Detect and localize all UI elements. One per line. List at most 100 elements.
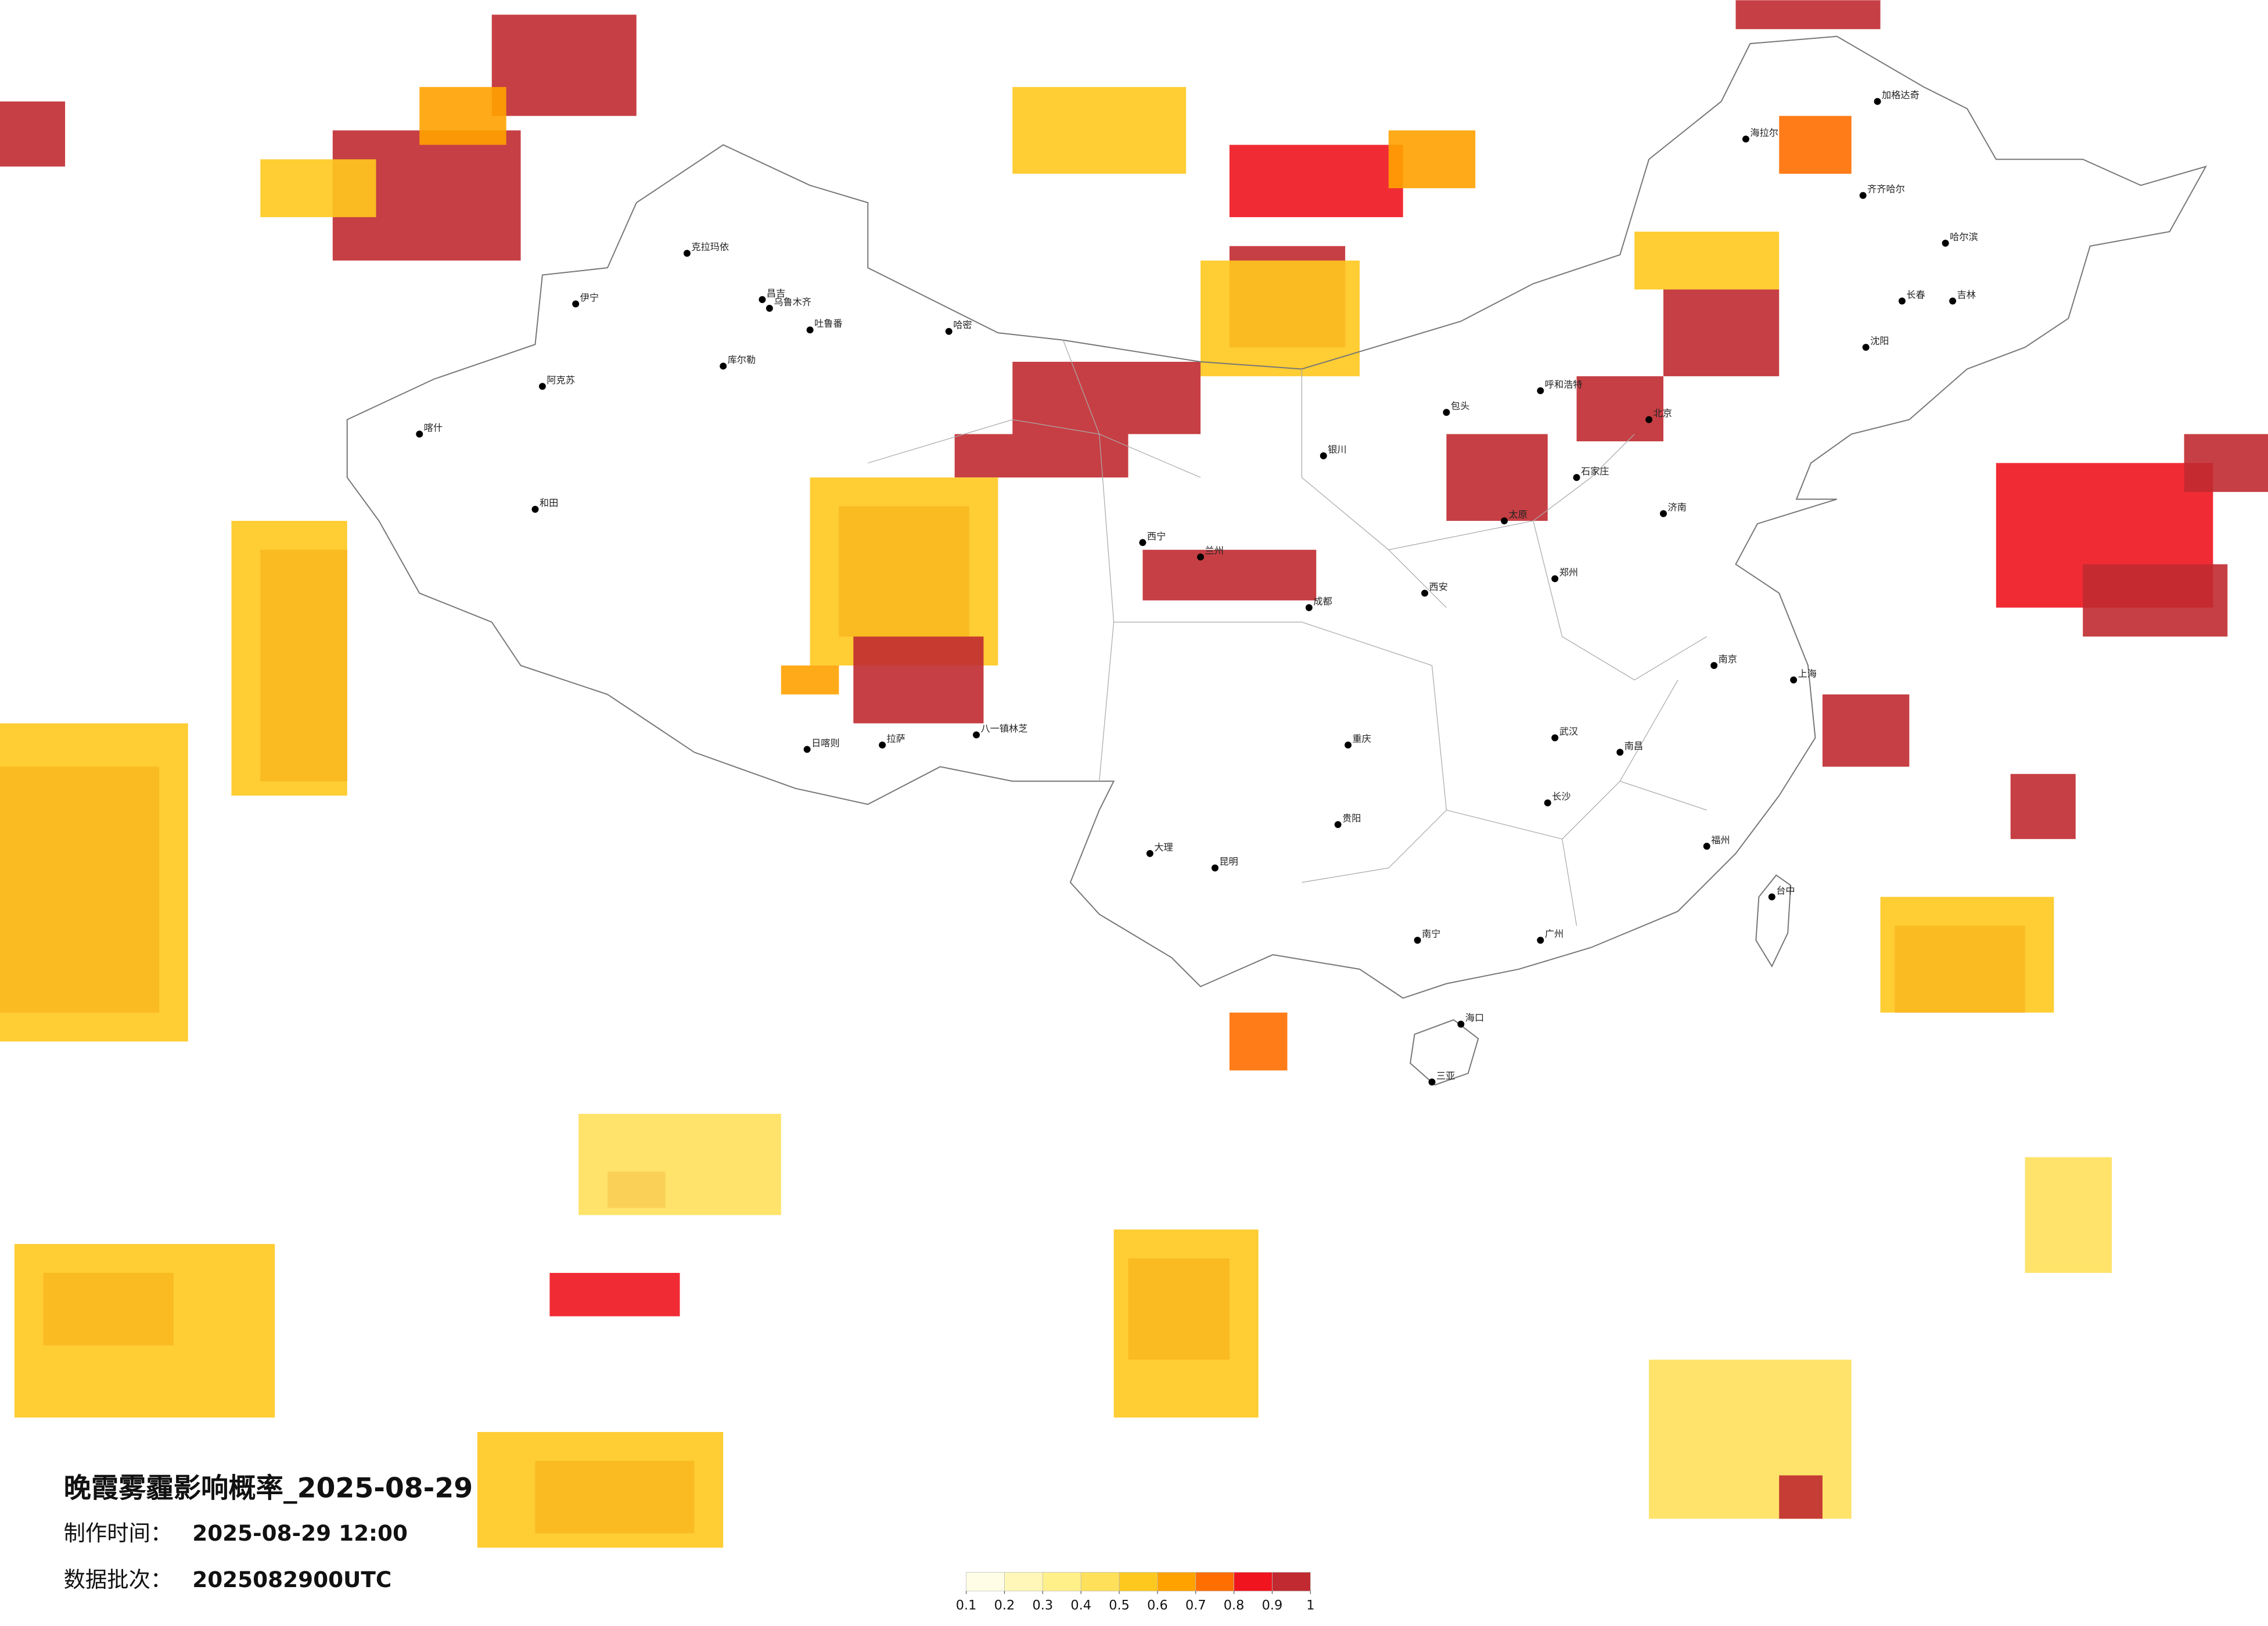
city-label: 八一镇林芝: [981, 723, 1028, 734]
city-dot: [973, 731, 980, 739]
city-label: 昆明: [1219, 856, 1238, 867]
probability-patch: [14, 1244, 275, 1418]
probability-patch: [549, 1272, 680, 1316]
city-dot: [1768, 893, 1775, 901]
city-label: 石家庄: [1581, 466, 1609, 477]
city-dot: [1949, 297, 1957, 305]
probability-patch: [1663, 289, 1780, 376]
city-dot: [1421, 589, 1429, 597]
city-dot: [720, 362, 727, 370]
city-label: 太原: [1509, 509, 1527, 520]
probability-patch: [1576, 376, 1663, 441]
city-dot: [572, 300, 580, 308]
legend-tick-label: 0.1: [956, 1598, 977, 1613]
probability-field: [0, 0, 2268, 1548]
probability-patch: [1880, 897, 2054, 1013]
city-label: 齐齐哈尔: [1867, 184, 1905, 195]
city-dot: [1862, 344, 1870, 351]
made-label: 制作时间：: [64, 1520, 172, 1546]
city-label: 乌鲁木齐: [774, 296, 811, 307]
city-dot: [1942, 239, 1949, 247]
city-label: 长沙: [1552, 791, 1570, 802]
legend-swatch: [1042, 1572, 1081, 1592]
probability-patch: [1779, 116, 1852, 174]
city-label: 重庆: [1353, 733, 1371, 744]
city-label: 西安: [1429, 581, 1448, 592]
city-label: 海拉尔: [1750, 127, 1778, 138]
legend-tick-label: 1: [1306, 1598, 1314, 1613]
map-title: 晚霞雾霾影响概率_2025-08-29: [64, 1473, 473, 1505]
probability-patch: [781, 665, 839, 695]
city-label: 哈密: [953, 319, 972, 330]
legend-tick-label: 0.2: [994, 1598, 1015, 1613]
probability-patch: [1735, 0, 1881, 30]
city-label: 广州: [1545, 929, 1563, 940]
made-value: 2025-08-29 12:00: [192, 1520, 408, 1546]
city-label: 昌吉: [767, 287, 785, 298]
city-dot: [416, 430, 423, 438]
city-dot: [1197, 553, 1205, 561]
city-label: 喀什: [424, 422, 443, 433]
city-label: 海口: [1465, 1012, 1484, 1023]
city-dot: [1305, 604, 1313, 611]
probability-patch: [1229, 1012, 1288, 1071]
city-dot: [879, 741, 886, 749]
probability-patch: [1634, 231, 1780, 290]
legend-tick-label: 0.4: [1070, 1598, 1091, 1613]
probability-patch: [0, 101, 66, 167]
city-label: 武汉: [1559, 726, 1578, 737]
city-dot: [1573, 474, 1580, 481]
probability-patch: [810, 477, 998, 665]
china-outline: [346, 35, 2207, 1086]
city-label: 台中: [1776, 885, 1795, 896]
legend-tick-label: 0.5: [1109, 1598, 1130, 1613]
probability-patch: [1388, 130, 1476, 189]
city-dot: [683, 250, 691, 257]
probability-patch: [2083, 564, 2228, 637]
city-dot: [1146, 850, 1153, 857]
city-dot: [1859, 192, 1867, 199]
probability-patch: [1822, 694, 1910, 767]
legend-tick-label: 0.8: [1224, 1598, 1245, 1613]
probability-patch: [1012, 87, 1187, 174]
city-dot: [538, 383, 546, 390]
city-label: 加格达奇: [1882, 89, 1920, 100]
probability-patch: [260, 159, 376, 217]
city-label: 兰州: [1205, 545, 1224, 556]
probability-patch: [578, 1114, 781, 1215]
city-label: 库尔勒: [728, 354, 756, 365]
city-label: 包头: [1451, 401, 1469, 412]
city-label: 成都: [1313, 596, 1332, 607]
city-dot: [1551, 734, 1559, 742]
city-label: 西宁: [1147, 531, 1166, 542]
probability-patch: [1113, 1229, 1259, 1418]
batch-label: 数据批次：: [64, 1567, 172, 1592]
mainland-border: [346, 35, 2207, 999]
city-label: 吉林: [1957, 289, 1976, 300]
city-label: 郑州: [1559, 567, 1578, 578]
probability-patch: [231, 520, 347, 796]
province-borders: [868, 340, 1708, 926]
city-dot: [1334, 821, 1342, 828]
probability-patch: [1012, 361, 1201, 434]
probability-patch: [2025, 1157, 2112, 1273]
city-label: 福州: [1711, 834, 1730, 846]
city-label: 阿克苏: [547, 375, 575, 386]
taiwan-border: [1755, 874, 1792, 968]
city-dot: [1345, 741, 1352, 749]
city-dot: [1703, 843, 1710, 850]
city-label: 贵阳: [1342, 812, 1361, 823]
city-dot: [1898, 297, 1906, 305]
city-label: 吐鲁番: [814, 318, 843, 329]
legend-swatch: [966, 1572, 1005, 1592]
legend-tick-label: 0.9: [1262, 1598, 1283, 1613]
probability-patch: [1779, 1475, 1823, 1519]
probability-patch: [954, 434, 1128, 478]
legend-swatch: [1195, 1572, 1234, 1592]
city-dot: [759, 296, 766, 303]
probability-patch: [1229, 145, 1403, 217]
city-dot: [1139, 539, 1146, 546]
legend-swatch: [1272, 1572, 1311, 1592]
